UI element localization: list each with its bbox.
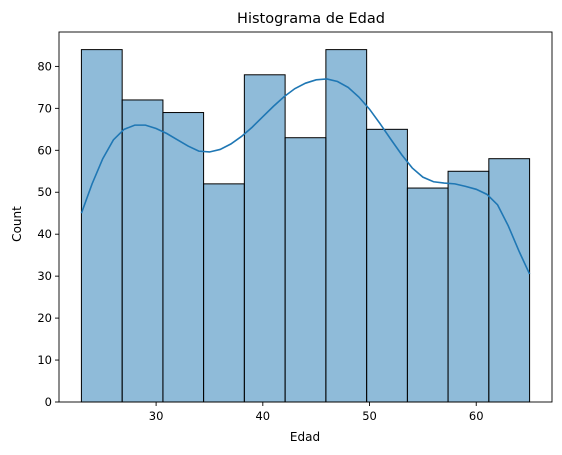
y-tick-label-40: 40 xyxy=(37,227,52,241)
x-tick-label-60: 60 xyxy=(469,409,484,423)
x-axis-label: Edad xyxy=(290,430,320,444)
x-tick-label-30: 30 xyxy=(149,409,164,423)
histogram-bar-11 xyxy=(488,158,531,403)
kde-curve xyxy=(80,78,531,275)
y-tick-label-60: 60 xyxy=(37,143,52,157)
histogram-bar-7 xyxy=(325,49,368,403)
y-tick-label-70: 70 xyxy=(37,101,52,115)
y-tick-label-50: 50 xyxy=(37,185,52,199)
y-tick-label-10: 10 xyxy=(37,353,52,367)
histogram-bar-8 xyxy=(366,128,408,403)
histogram-bar-2 xyxy=(121,99,164,403)
histogram-bar-3 xyxy=(162,112,205,403)
y-tick-label-20: 20 xyxy=(37,311,52,325)
x-tick-label-50: 50 xyxy=(362,409,377,423)
chart-title: Histograma de Edad xyxy=(237,11,385,27)
histogram-bar-10 xyxy=(447,170,490,403)
y-axis-label: Count xyxy=(10,206,24,242)
histogram-bar-9 xyxy=(406,187,449,403)
histogram-bar-5 xyxy=(243,74,286,403)
y-tick-label-80: 80 xyxy=(37,59,52,73)
plot-frame xyxy=(58,31,553,403)
y-tick-label-0: 0 xyxy=(45,395,52,409)
histogram-bar-6 xyxy=(284,137,327,403)
histogram-bar-4 xyxy=(203,183,245,403)
x-axis-ticks: 30 40 50 60 xyxy=(149,402,484,423)
bars-group xyxy=(80,49,531,403)
y-axis-ticks: 0 10 20 30 40 50 60 70 80 xyxy=(37,59,59,409)
x-tick-label-40: 40 xyxy=(255,409,270,423)
y-tick-label-30: 30 xyxy=(37,269,52,283)
histogram-bar-1 xyxy=(80,49,123,403)
